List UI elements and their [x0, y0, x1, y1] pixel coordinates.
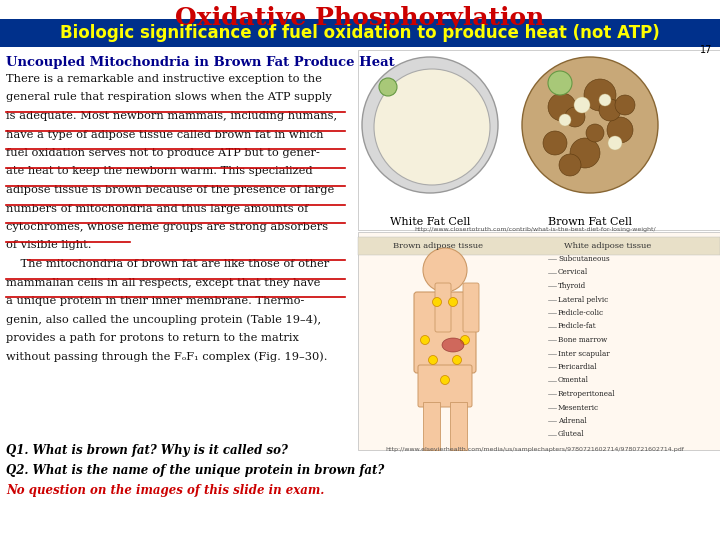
Text: Thyroid: Thyroid [558, 282, 586, 290]
Text: http://www.closertotruth.com/contrib/what-is-the-best-diet-for-losing-weight/: http://www.closertotruth.com/contrib/wha… [414, 227, 656, 232]
Circle shape [548, 71, 572, 95]
FancyBboxPatch shape [435, 283, 451, 332]
Text: Q1. What is brown fat? Why is it called so?: Q1. What is brown fat? Why is it called … [6, 444, 288, 457]
Text: Bone marrow: Bone marrow [558, 336, 607, 344]
Text: general rule that respiration slows when the ATP supply: general rule that respiration slows when… [6, 92, 332, 103]
Text: Biologic significance of fuel oxidation to produce heat (not ATP): Biologic significance of fuel oxidation … [60, 24, 660, 42]
Circle shape [441, 375, 449, 384]
Text: Brown Fat Cell: Brown Fat Cell [548, 217, 632, 227]
Text: Inter scapular: Inter scapular [558, 349, 610, 357]
Circle shape [452, 355, 462, 364]
Circle shape [574, 97, 590, 113]
Bar [423, 402, 440, 450]
Text: Pedicle-colic: Pedicle-colic [558, 309, 604, 317]
Text: The mitochondria of brown fat are like those of other: The mitochondria of brown fat are like t… [6, 259, 329, 269]
Text: Mesenteric: Mesenteric [558, 403, 599, 411]
Text: Omental: Omental [558, 376, 589, 384]
Text: fuel oxidation serves not to produce ATP but to gener-: fuel oxidation serves not to produce ATP… [6, 148, 320, 158]
FancyBboxPatch shape [414, 292, 476, 373]
Text: Pedicle-fat: Pedicle-fat [558, 322, 597, 330]
Text: Subcutaneous: Subcutaneous [558, 255, 610, 263]
Text: of visible light.: of visible light. [6, 240, 91, 251]
Text: White adipose tissue: White adipose tissue [564, 242, 652, 250]
Text: Gluteal: Gluteal [558, 430, 585, 438]
Circle shape [608, 136, 622, 150]
Text: There is a remarkable and instructive exception to the: There is a remarkable and instructive ex… [6, 74, 322, 84]
Text: Adrenal: Adrenal [558, 417, 587, 425]
Circle shape [543, 131, 567, 155]
Text: Brown adipose tissue: Brown adipose tissue [393, 242, 483, 250]
FancyBboxPatch shape [418, 365, 472, 407]
Circle shape [584, 79, 616, 111]
Bar [358, 237, 720, 255]
Bar [358, 50, 720, 230]
Bar [450, 402, 467, 450]
Text: Oxidative Phosphorylation: Oxidative Phosphorylation [175, 6, 545, 30]
Text: have a type of adipose tissue called brown fat in which: have a type of adipose tissue called bro… [6, 130, 323, 139]
Circle shape [607, 117, 633, 143]
Text: Retroperitoneal: Retroperitoneal [558, 390, 616, 398]
Circle shape [559, 154, 581, 176]
Text: is adequate. Most newborn mammals, including humans,: is adequate. Most newborn mammals, inclu… [6, 111, 337, 121]
Circle shape [362, 57, 498, 193]
Text: http://www.elsevierhealth.com/media/us/samplechapters/9780721602714/978072160271: http://www.elsevierhealth.com/media/us/s… [386, 447, 685, 452]
Text: without passing through the FₒF₁ complex (Fig. 19–30).: without passing through the FₒF₁ complex… [6, 352, 328, 362]
Circle shape [461, 335, 469, 345]
Text: a unique protein in their inner membrane. Thermo-: a unique protein in their inner membrane… [6, 296, 305, 306]
Text: Uncoupled Mitochondria in Brown Fat Produce Heat: Uncoupled Mitochondria in Brown Fat Prod… [6, 56, 395, 69]
Circle shape [423, 248, 467, 292]
Text: adipose tissue is brown because of the presence of large: adipose tissue is brown because of the p… [6, 185, 334, 195]
Circle shape [449, 298, 457, 307]
Circle shape [599, 99, 621, 121]
Text: No question on the images of this slide in exam.: No question on the images of this slide … [6, 484, 325, 497]
Circle shape [565, 107, 585, 127]
Bar [358, 232, 720, 450]
Text: ate heat to keep the newborn warm. This specialized: ate heat to keep the newborn warm. This … [6, 166, 312, 177]
Bar [0, 19, 720, 47]
Circle shape [433, 298, 441, 307]
Circle shape [374, 69, 490, 185]
Circle shape [548, 93, 576, 121]
Text: genin, also called the uncoupling protein (Table 19–4),: genin, also called the uncoupling protei… [6, 314, 321, 325]
Circle shape [559, 114, 571, 126]
Text: Q2. What is the name of the unique protein in brown fat?: Q2. What is the name of the unique prote… [6, 464, 384, 477]
Text: mammalian cells in all respects, except that they have: mammalian cells in all respects, except … [6, 278, 320, 287]
Circle shape [428, 355, 438, 364]
Bar [438, 273, 452, 295]
Circle shape [586, 124, 604, 142]
Text: White Fat Cell: White Fat Cell [390, 217, 470, 227]
FancyBboxPatch shape [463, 283, 479, 332]
Circle shape [379, 78, 397, 96]
Text: numbers of mitochondria and thus large amounts of: numbers of mitochondria and thus large a… [6, 204, 308, 213]
Text: Cervical: Cervical [558, 268, 588, 276]
Ellipse shape [442, 338, 464, 352]
Circle shape [522, 57, 658, 193]
Circle shape [420, 335, 430, 345]
Circle shape [570, 138, 600, 168]
Text: provides a path for protons to return to the matrix: provides a path for protons to return to… [6, 333, 299, 343]
Text: cytochromes, whose heme groups are strong absorbers: cytochromes, whose heme groups are stron… [6, 222, 328, 232]
Circle shape [599, 94, 611, 106]
Text: 17: 17 [700, 45, 712, 55]
Circle shape [615, 95, 635, 115]
Text: Pericardial: Pericardial [558, 363, 598, 371]
Text: Lateral pelvic: Lateral pelvic [558, 295, 608, 303]
